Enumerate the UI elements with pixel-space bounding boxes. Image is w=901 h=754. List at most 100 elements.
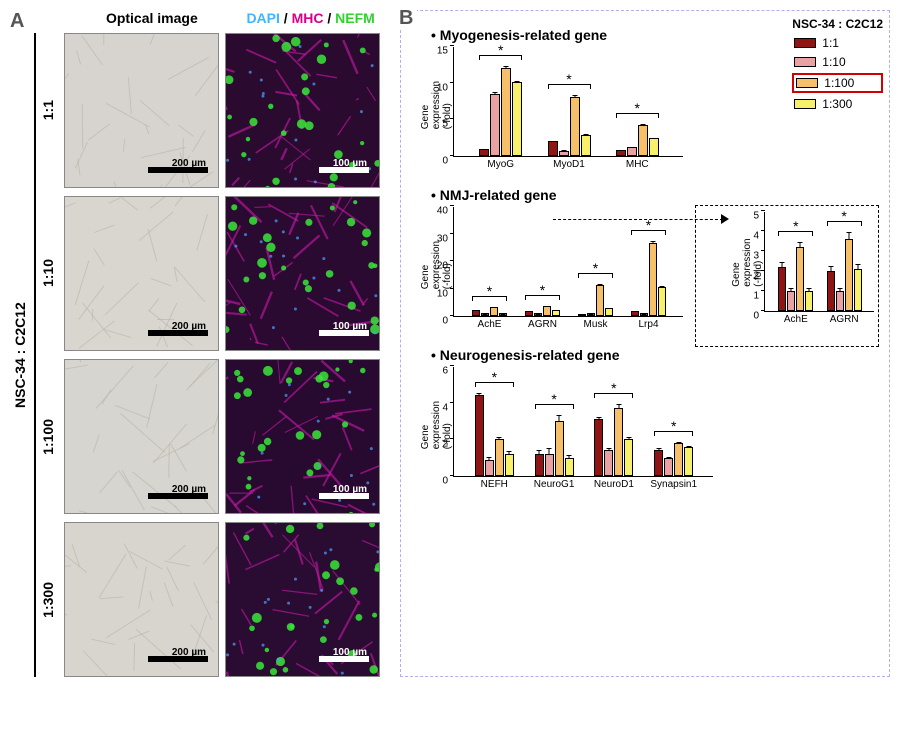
nmj-inset: 012345Gene expression (-fold)AchE*AGRN* [695, 205, 879, 347]
error-bar [800, 242, 801, 248]
ytick-label: 0 [753, 311, 759, 322]
bar [624, 439, 633, 476]
image-row: 1:1 200 µm 100 µm [40, 33, 390, 188]
bar-chart: 051015Gene expression (-fold)MyoG*MyoD1*… [453, 47, 683, 177]
ytick-label: 15 [437, 46, 448, 57]
error-bar [494, 307, 495, 308]
arrowhead-icon [721, 214, 729, 224]
x-category-label: AGRN [528, 319, 557, 330]
chart-neurogenesis: Neurogenesis-related gene 0246Gene expre… [413, 347, 877, 497]
error-bar [556, 310, 557, 311]
bar [512, 82, 522, 156]
bar [596, 285, 604, 316]
chart-myogenesis: Myogenesis-related gene 051015Gene expre… [413, 27, 877, 177]
significance-star: * [793, 219, 798, 233]
error-bar [549, 448, 550, 455]
significance-star: * [498, 43, 503, 57]
bar [854, 269, 862, 311]
error-bar [538, 314, 539, 315]
bar-group [479, 68, 522, 156]
significance-star: * [841, 209, 846, 223]
bar [805, 291, 813, 311]
bar [490, 307, 498, 316]
error-bar [678, 442, 679, 444]
error-bar [809, 288, 810, 292]
error-bar [517, 81, 518, 83]
col-header-stains: DAPI / MHC / NEFM [231, 10, 390, 26]
x-category-label: Musk [584, 319, 608, 330]
panel-a-side-label: NSC-34 : C2C12 [10, 33, 30, 677]
fluorescence-image: 100 µm [225, 196, 380, 351]
error-bar [503, 314, 504, 315]
image-row: 1:100 200 µm 100 µm [40, 359, 390, 514]
optical-image: 200 µm [64, 33, 219, 188]
error-bar [668, 457, 669, 459]
error-bar [791, 288, 792, 292]
error-bar [495, 92, 496, 94]
bar [684, 447, 693, 476]
error-bar [509, 451, 510, 455]
error-bar [644, 314, 645, 315]
panel-b: B NSC-34 : C2C12 1:11:101:1001:300 Myoge… [400, 10, 890, 677]
bar [594, 419, 603, 476]
chart-title-myo: Myogenesis-related gene [431, 27, 877, 43]
bar-group [472, 307, 507, 316]
error-bar [539, 450, 540, 456]
ytick-label: 1 [753, 291, 759, 302]
bar [555, 421, 564, 476]
bar-group [535, 421, 574, 476]
significance-star: * [593, 261, 598, 275]
bar-group [578, 285, 613, 316]
ytick-label: 5 [753, 211, 759, 222]
error-bar [631, 147, 632, 148]
bar [664, 458, 673, 476]
significance-star: * [566, 72, 571, 86]
significance-star: * [492, 370, 497, 384]
bar [552, 310, 560, 316]
bar-group [654, 443, 693, 476]
error-bar [585, 134, 586, 136]
bar [565, 458, 574, 476]
x-category-label: Lrp4 [638, 319, 658, 330]
error-bar [658, 448, 659, 452]
optical-image: 200 µm [64, 196, 219, 351]
col-header-optical: Optical image [72, 10, 231, 26]
fluorescence-image: 100 µm [225, 33, 380, 188]
error-bar [582, 314, 583, 315]
ytick-label: 10 [437, 288, 448, 299]
side-line [34, 33, 36, 677]
significance-star: * [635, 101, 640, 115]
error-bar [547, 306, 548, 307]
bar [654, 450, 663, 476]
error-bar [635, 311, 636, 312]
bar [495, 439, 504, 476]
bar-chart: 0246Gene expression (-fold)NEFH*NeuroG1*… [453, 367, 713, 497]
error-bar [653, 241, 654, 244]
bar-chart: 012345Gene expression (-fold)AchE*AGRN* [764, 212, 874, 332]
error-bar [839, 288, 840, 292]
ytick-label: 0 [442, 156, 448, 167]
error-bar [484, 149, 485, 150]
ytick-label: 6 [442, 366, 448, 377]
error-bar [653, 138, 654, 139]
x-category-label: MHC [626, 159, 649, 170]
optical-image: 200 µm [64, 522, 219, 677]
fluorescence-image: 100 µm [225, 359, 380, 514]
bar [505, 454, 514, 476]
ytick-label: 0 [442, 316, 448, 327]
bar [481, 313, 489, 316]
bar [534, 313, 542, 316]
error-bar [476, 310, 477, 311]
y-axis-label: Gene expression (-fold) [420, 394, 453, 449]
bar [640, 313, 648, 316]
chart-title-neuro: Neurogenesis-related gene [431, 347, 877, 363]
bar-chart: 010203040Gene expression (-fold)AchE*AGR… [453, 207, 683, 337]
significance-star: * [540, 283, 545, 297]
stain-dapi: DAPI [246, 10, 279, 26]
error-bar [608, 448, 609, 452]
x-category-label: MyoD1 [553, 159, 585, 170]
x-category-label: Synapsin1 [650, 479, 697, 490]
inset-arrow [553, 219, 723, 220]
bar [827, 271, 835, 311]
image-row: 1:10 200 µm 100 µm [40, 196, 390, 351]
